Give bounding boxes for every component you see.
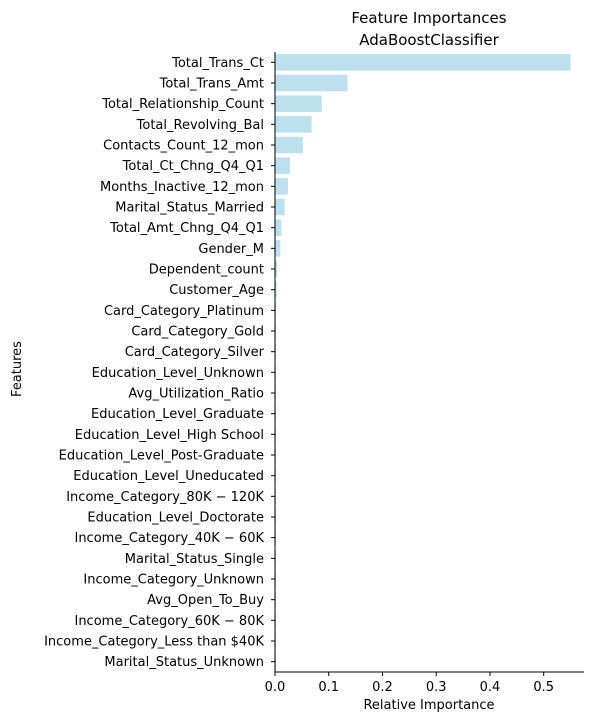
- y-tick-label: Income_Category_Less than $40K: [44, 635, 264, 650]
- y-axis-label: Features: [10, 341, 25, 397]
- y-tick-label: Total_Amt_Chng_Q4_Q1: [109, 221, 264, 236]
- bar: [275, 260, 278, 278]
- y-tick-label: Dependent_count: [149, 263, 264, 278]
- y-tick-label: Total_Trans_Ct: [171, 56, 264, 71]
- bar: [275, 198, 285, 216]
- y-tick-label: Total_Ct_Chng_Q4_Q1: [122, 159, 264, 174]
- bar: [275, 467, 277, 484]
- bar: [275, 157, 291, 174]
- y-tick-label: Education_Level_Post-Graduate: [59, 449, 264, 464]
- bar: [275, 136, 303, 154]
- y-tick-label: Avg_Utilization_Ratio: [128, 387, 264, 402]
- y-tick-label: Total_Trans_Amt: [159, 77, 264, 92]
- y-tick-label: Months_Inactive_12_mon: [100, 180, 264, 195]
- x-tick-label: 0.0: [265, 680, 286, 695]
- bar: [275, 426, 277, 443]
- bar: [275, 591, 277, 608]
- y-tick-label: Gender_M: [198, 242, 264, 257]
- bar: [275, 302, 277, 319]
- bar: [275, 570, 277, 588]
- y-tick-label: Customer_Age: [169, 283, 264, 298]
- y-tick-label: Card_Category_Platinum: [104, 304, 264, 319]
- bar: [275, 54, 571, 71]
- bars-group: [275, 54, 571, 670]
- x-tick-label: 0.5: [533, 680, 554, 695]
- x-ticks: 0.0 0.1 0.2 0.3 0.4 0.5: [265, 672, 554, 695]
- y-tick-label: Total_Revolving_Bal: [136, 118, 264, 133]
- y-tick-label: Contacts_Count_12_mon: [103, 139, 264, 154]
- bar: [275, 116, 312, 133]
- y-tick-label: Marital_Status_Unknown: [104, 655, 264, 670]
- y-tick-label: Marital_Status_Married: [115, 201, 264, 216]
- bar: [275, 384, 277, 402]
- x-tick-label: 0.2: [372, 680, 393, 695]
- bar: [275, 508, 277, 526]
- chart-subtitle: AdaBoostClassifier: [359, 31, 499, 49]
- x-tick-label: 0.4: [480, 680, 501, 695]
- bar: [275, 550, 277, 567]
- y-tick-label: Card_Category_Silver: [125, 345, 265, 360]
- bar: [275, 178, 288, 195]
- bar: [275, 653, 277, 670]
- bar: [275, 74, 348, 92]
- bar: [275, 612, 277, 629]
- bar: [275, 632, 277, 650]
- bar: [275, 95, 322, 112]
- chart-title: Feature Importances: [351, 9, 506, 27]
- y-tick-label: Income_Category_60K − 80K: [74, 614, 264, 629]
- bar: [275, 364, 277, 381]
- x-tick-label: 0.1: [318, 680, 339, 695]
- y-tick-label: Education_Level_Graduate: [91, 407, 264, 422]
- bar: [275, 240, 281, 257]
- y-tick-label: Avg_Open_To_Buy: [147, 593, 264, 608]
- y-tick-label: Education_Level_Doctorate: [87, 511, 264, 526]
- bar: [275, 446, 277, 464]
- y-tick-label: Marital_Status_Single: [125, 552, 264, 567]
- bar: [275, 529, 277, 546]
- bar: [275, 281, 277, 298]
- bar: [275, 488, 277, 505]
- x-axis-label: Relative Importance: [363, 698, 494, 713]
- y-tick-label: Income_Category_80K − 120K: [66, 490, 264, 505]
- bar: [275, 322, 277, 340]
- y-tick-label: Total_Relationship_Count: [101, 97, 264, 112]
- bar: [275, 405, 277, 422]
- y-tick-labels: Total_Trans_Ct Total_Trans_Amt Total_Relat…: [44, 56, 275, 670]
- bar: [275, 343, 277, 360]
- y-tick-label: Education_Level_High School: [75, 428, 264, 443]
- y-tick-label: Income_Category_40K − 60K: [74, 531, 264, 546]
- y-tick-label: Card_Category_Gold: [131, 325, 264, 340]
- y-tick-label: Education_Level_Unknown: [92, 366, 264, 381]
- x-tick-label: 0.3: [426, 680, 447, 695]
- y-tick-label: Income_Category_Unknown: [83, 573, 264, 588]
- bar: [275, 219, 282, 236]
- y-tick-label: Education_Level_Uneducated: [73, 469, 264, 484]
